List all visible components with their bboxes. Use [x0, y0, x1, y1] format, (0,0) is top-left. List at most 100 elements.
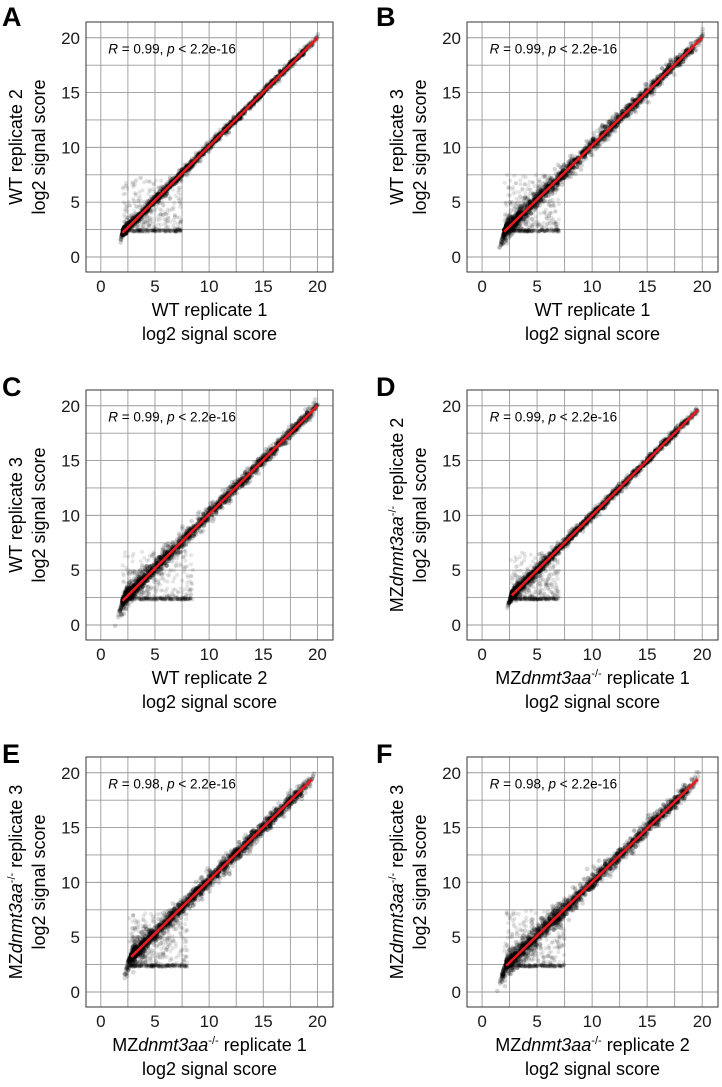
data-point [151, 229, 156, 234]
data-point [154, 229, 159, 234]
data-point [508, 218, 513, 223]
data-point [548, 189, 554, 194]
data-point [128, 229, 133, 234]
data-point [513, 229, 517, 233]
data-point [546, 181, 551, 186]
data-point [526, 214, 531, 219]
data-point [226, 485, 232, 491]
data-point [553, 171, 559, 177]
data-point [654, 84, 660, 89]
data-point [500, 240, 506, 246]
data-point [147, 224, 152, 229]
data-point [538, 228, 543, 233]
data-point [506, 235, 511, 241]
data-point [220, 505, 225, 511]
data-point [614, 123, 620, 128]
data-point [274, 448, 280, 454]
data-point [541, 198, 546, 204]
data-point [239, 115, 244, 121]
data-point [553, 191, 558, 196]
data-point [120, 185, 125, 190]
data-point [522, 229, 526, 234]
data-point [146, 229, 151, 234]
data-point [219, 494, 224, 499]
data-point [548, 228, 553, 232]
data-point [519, 205, 525, 211]
data-point [551, 229, 555, 234]
data-point [141, 180, 146, 185]
data-point [152, 228, 157, 232]
data-point [518, 229, 522, 234]
data-point [505, 217, 511, 223]
data-point [182, 162, 187, 168]
data-point [129, 584, 134, 589]
data-point [187, 535, 192, 541]
data-point [525, 212, 531, 218]
data-point [178, 544, 184, 549]
data-point [513, 211, 518, 217]
data-point [513, 213, 518, 218]
data-point [514, 208, 519, 213]
data-point [549, 175, 555, 181]
data-point [153, 557, 159, 563]
data-point [589, 152, 595, 158]
data-point [186, 525, 191, 531]
data-point [268, 455, 274, 460]
data-point [518, 218, 524, 224]
data-point [531, 211, 536, 216]
data-point [526, 209, 532, 215]
data-point [509, 216, 515, 222]
data-point [157, 567, 162, 572]
data-point [295, 427, 301, 433]
data-point [529, 229, 534, 234]
data-point [554, 229, 559, 234]
data-point [555, 227, 560, 232]
data-point [190, 164, 195, 170]
data-point [529, 223, 534, 228]
data-point [537, 186, 542, 192]
data-point [226, 130, 232, 135]
data-point [159, 212, 164, 217]
data-point [217, 127, 223, 133]
data-point [307, 417, 313, 423]
data-point [184, 526, 190, 532]
data-point [178, 197, 183, 202]
data-point [232, 479, 238, 484]
data-point [175, 227, 180, 232]
data-point [535, 229, 540, 234]
data-point [651, 78, 656, 83]
data-point [526, 198, 532, 203]
data-point [529, 229, 534, 234]
data-point [518, 229, 522, 234]
data-point [532, 219, 537, 224]
data-point [588, 152, 594, 158]
data-point [173, 229, 178, 234]
data-point [158, 570, 164, 576]
data-point [522, 229, 527, 233]
data-point [518, 217, 524, 222]
data-point [609, 119, 614, 124]
data-point [527, 228, 532, 232]
data-point [176, 550, 181, 555]
data-point [242, 481, 248, 486]
data-point [677, 62, 682, 68]
data-point [555, 162, 561, 168]
data-point [514, 201, 519, 206]
data-point [543, 182, 549, 188]
data-point [138, 229, 143, 234]
data-point [562, 175, 568, 180]
data-point [168, 229, 173, 233]
data-point [499, 239, 504, 245]
data-point [138, 198, 143, 203]
data-point [134, 229, 138, 234]
data-point [136, 227, 141, 232]
data-point [531, 195, 537, 200]
data-point [144, 220, 149, 225]
data-point [511, 229, 516, 234]
data-point [538, 198, 544, 203]
data-point [559, 182, 565, 187]
data-point [129, 227, 134, 232]
data-point [536, 228, 540, 232]
data-point [540, 226, 545, 231]
data-point [528, 211, 534, 216]
